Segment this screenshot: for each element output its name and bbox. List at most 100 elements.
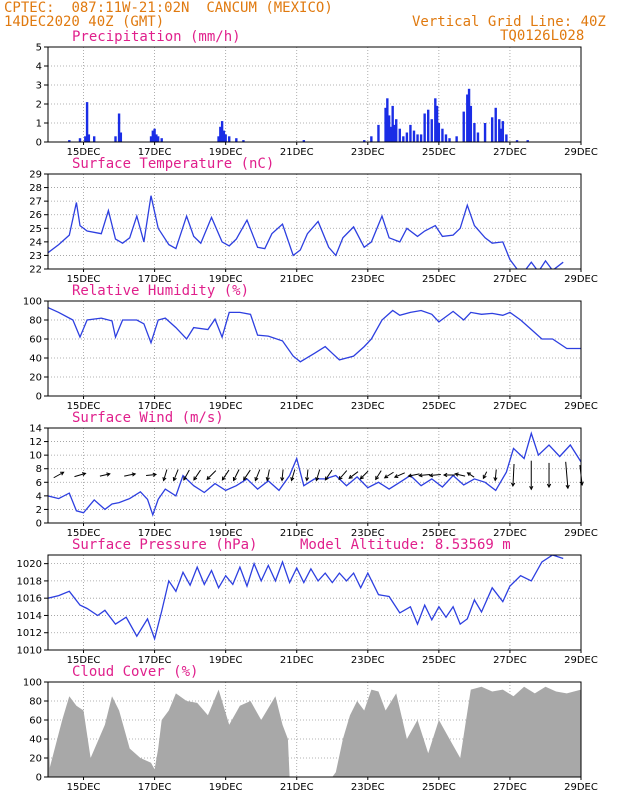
precip-bar: [114, 136, 117, 142]
y-tick-label: 1012: [17, 628, 42, 639]
y-tick-label: 1020: [17, 559, 42, 570]
precip-bar: [444, 134, 448, 142]
wind-arrow-head: [338, 475, 343, 481]
header-location: CANCUM (MEXICO): [206, 0, 333, 16]
x-tick-label: 19DEC: [209, 274, 243, 285]
y-tick-label: 2: [36, 100, 42, 111]
x-tick-label: 15DEC: [67, 782, 101, 793]
x-tick-label: 19DEC: [209, 528, 243, 539]
precip-bar: [119, 132, 123, 142]
precip-bar: [455, 136, 458, 142]
header-grid-note: Vertical Grid Line: 40Z: [412, 14, 606, 30]
y-tick-label: 80: [29, 316, 42, 327]
wind-arrow-head: [81, 472, 87, 477]
y-tick-label: 20: [29, 373, 42, 384]
y-tick-label: 3: [36, 81, 42, 92]
y-tick-label: 1016: [17, 594, 42, 605]
x-tick-label: 25DEC: [422, 782, 456, 793]
precip-bar: [499, 128, 503, 142]
precip-bar: [423, 113, 426, 142]
y-tick-label: 25: [29, 224, 42, 235]
wind-arrow-head: [348, 474, 353, 479]
precip-bar: [398, 128, 401, 142]
y-tick-label: 22: [29, 265, 42, 276]
wind-arrow-head: [565, 484, 570, 490]
precip-bar: [387, 115, 391, 142]
wind-arrow-head: [529, 485, 534, 491]
x-tick-label: 23DEC: [351, 655, 385, 666]
wind-arrow-head: [442, 472, 448, 478]
y-tick-label: 8: [36, 464, 42, 475]
wind-arrow-head: [418, 473, 423, 478]
x-tick-label: 29DEC: [564, 274, 598, 285]
wind-arrow-shaft: [467, 472, 475, 478]
wind-arrow-shaft: [53, 471, 64, 479]
wind-arrow-head: [428, 473, 434, 478]
precip-bar: [222, 130, 226, 142]
y-tick-label: 0: [36, 392, 42, 403]
y-tick-label: 6: [36, 478, 42, 489]
wind-arrow-shaft: [384, 471, 394, 479]
x-tick-label: 17DEC: [138, 528, 172, 539]
precip-bar: [87, 134, 91, 142]
y-tick-label: 40: [29, 354, 42, 365]
wind-arrow-head: [375, 475, 380, 481]
wind-arrow-head: [193, 476, 198, 481]
precip-bar: [466, 94, 469, 142]
panel-title: Relative Humidity (%): [72, 283, 249, 299]
precip-bar: [235, 138, 238, 142]
y-tick-label: 24: [29, 237, 42, 248]
x-tick-label: 19DEC: [209, 147, 243, 158]
precip-bar: [501, 121, 505, 142]
precip-bar: [363, 140, 366, 142]
x-tick-label: 21DEC: [280, 401, 314, 412]
x-tick-label: 15DEC: [67, 528, 101, 539]
precip-bar: [494, 107, 497, 142]
precip-bar: [473, 123, 476, 142]
x-tick-label: 25DEC: [422, 401, 456, 412]
x-tick-label: 27DEC: [493, 401, 527, 412]
wind-arrow-shaft: [243, 469, 251, 481]
precip-bar: [515, 140, 519, 142]
y-tick-label: 100: [23, 297, 42, 308]
panel-2: 0 20 40 60 80 100 15DEC 17DEC 19DEC 21DEC 23DEC 25D…: [23, 283, 598, 412]
wind-arrow-head: [60, 471, 65, 476]
y-tick-label: 0: [36, 773, 42, 784]
wind-vectors: [53, 460, 584, 491]
wind-arrow-head: [162, 476, 167, 482]
y-tick-label: 1018: [17, 576, 42, 587]
precip-bar: [402, 136, 405, 142]
wind-arrow-head: [106, 472, 111, 477]
plot-area: [48, 47, 581, 142]
x-tick-label: 19DEC: [209, 401, 243, 412]
precip-bar: [302, 140, 306, 142]
x-tick-label: 29DEC: [564, 401, 598, 412]
precip-bar: [419, 134, 423, 142]
panel-title: Surface Wind (m/s): [72, 410, 224, 426]
x-tick-label: 17DEC: [138, 655, 172, 666]
x-tick-label: 25DEC: [422, 528, 456, 539]
wind-arrow-shaft: [74, 472, 86, 478]
wind-arrow-head: [407, 473, 412, 478]
precip-bar: [395, 119, 398, 142]
wind-arrow-shaft: [173, 469, 179, 481]
wind-arrow-head: [183, 476, 188, 481]
x-tick-label: 17DEC: [138, 147, 172, 158]
precip-bar: [151, 130, 155, 142]
wind-arrow-head: [324, 476, 329, 481]
y-tick-label: 0: [36, 138, 42, 149]
wind-arrow-shaft: [281, 469, 284, 481]
x-tick-label: 27DEC: [493, 655, 527, 666]
x-tick-label: 23DEC: [351, 147, 385, 158]
wind-arrow-shaft: [163, 469, 168, 481]
precip-bar: [434, 98, 437, 142]
wind-arrow-head: [466, 472, 472, 477]
y-tick-label: 1014: [17, 611, 42, 622]
wind-arrow-head: [383, 474, 389, 479]
x-tick-label: 23DEC: [351, 528, 385, 539]
y-tick-label: 1: [36, 119, 42, 130]
plot-frame: [47, 681, 582, 778]
wind-arrow-shaft: [419, 473, 431, 477]
plot-frame: [47, 300, 582, 397]
